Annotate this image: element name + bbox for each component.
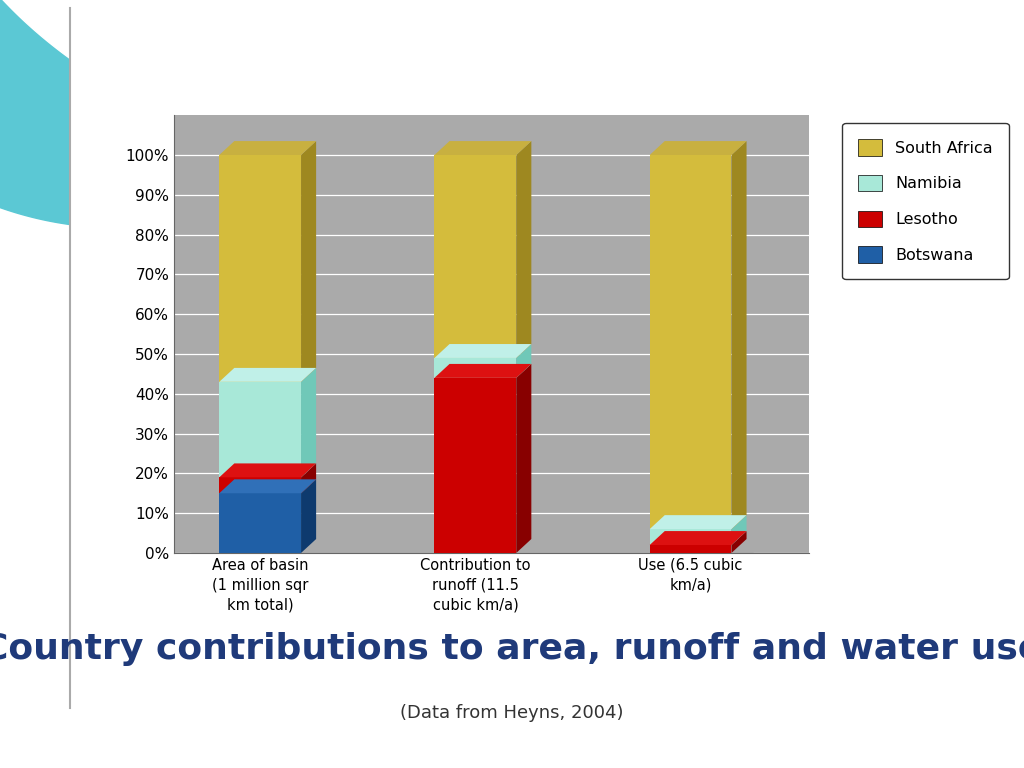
Bar [219,478,301,493]
Polygon shape [731,515,746,545]
Polygon shape [434,344,531,358]
Bar [649,155,731,529]
Polygon shape [649,141,746,155]
Bar [219,493,301,553]
Polygon shape [731,141,746,529]
Text: (Data from Heyns, 2004): (Data from Heyns, 2004) [400,703,624,722]
Polygon shape [301,479,316,553]
Bar [219,382,301,478]
Bar [649,529,731,545]
Polygon shape [219,463,316,478]
Polygon shape [649,515,746,529]
Polygon shape [191,553,753,569]
Polygon shape [570,0,1024,41]
Polygon shape [219,141,316,155]
Polygon shape [0,0,219,228]
Bar [649,545,731,553]
Polygon shape [219,479,316,493]
Text: Country contributions to area, runoff and water use: Country contributions to area, runoff an… [0,632,1024,666]
Legend: South Africa, Namibia, Lesotho, Botswana: South Africa, Namibia, Lesotho, Botswana [843,123,1009,279]
Bar [434,378,516,553]
Polygon shape [731,531,746,553]
Polygon shape [301,141,316,382]
Polygon shape [301,463,316,493]
Bar [219,155,301,382]
Polygon shape [516,364,531,553]
Polygon shape [516,344,531,378]
Polygon shape [516,141,531,358]
Polygon shape [434,141,531,155]
Bar [434,358,516,378]
Bar [434,155,516,358]
Polygon shape [434,364,531,378]
Polygon shape [649,531,746,545]
Polygon shape [0,0,1024,188]
Polygon shape [219,368,316,382]
Polygon shape [70,8,970,708]
Polygon shape [301,368,316,478]
